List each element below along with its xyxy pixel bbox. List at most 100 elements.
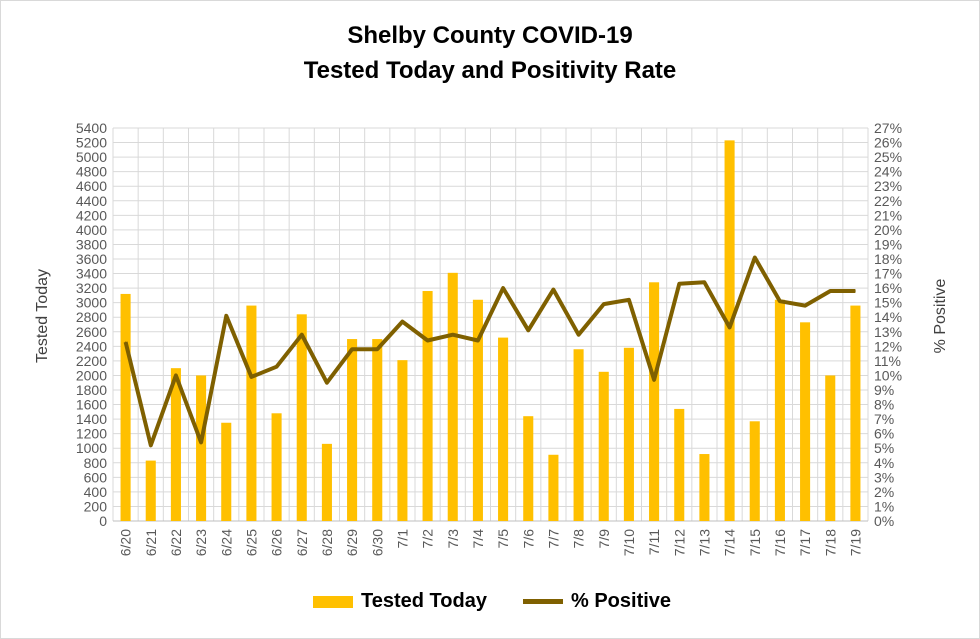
legend-label-tested: Tested Today bbox=[361, 590, 487, 612]
y2-tick-label: 16% bbox=[874, 280, 902, 296]
positivity-point-6/24 bbox=[225, 315, 227, 317]
x-tick-label: 7/16 bbox=[772, 529, 788, 556]
bar-7/15 bbox=[749, 421, 760, 521]
chart-subtitle: Tested Today and Positivity Rate bbox=[303, 57, 677, 84]
positivity-point-7/17 bbox=[804, 305, 806, 307]
y2-tick-label: 21% bbox=[874, 207, 902, 223]
x-tick-label: 7/9 bbox=[596, 529, 612, 549]
legend-swatch-line bbox=[523, 599, 563, 604]
y-tick-label: 1800 bbox=[76, 382, 107, 398]
positivity-point-7/12 bbox=[678, 283, 680, 285]
x-tick-label: 6/27 bbox=[294, 529, 310, 556]
x-tick-label: 7/1 bbox=[394, 529, 410, 549]
y2-tick-label: 22% bbox=[874, 193, 902, 209]
positivity-point-6/30 bbox=[376, 348, 378, 350]
bar-7/5 bbox=[498, 337, 509, 521]
legend: Tested Today % Positive bbox=[0, 590, 980, 620]
bar-7/9 bbox=[598, 371, 609, 521]
y-tick-label: 200 bbox=[84, 498, 108, 514]
y2-tick-label: 26% bbox=[874, 135, 902, 151]
bar-6/22 bbox=[170, 368, 181, 521]
x-tick-label: 6/28 bbox=[319, 529, 335, 556]
x-tick-label: 7/2 bbox=[420, 529, 436, 549]
y-tick-label: 400 bbox=[84, 484, 108, 500]
y2-tick-label: 20% bbox=[874, 222, 902, 238]
y2-tick-label: 1% bbox=[874, 498, 894, 514]
right-axis-title: % Positive bbox=[932, 279, 949, 354]
bar-6/24 bbox=[221, 422, 232, 521]
right-axis-ticks: 0%1%2%3%4%5%6%7%8%9%10%11%12%13%14%15%16… bbox=[874, 120, 902, 529]
y-tick-label: 2800 bbox=[76, 309, 107, 325]
left-axis-ticks: 0200400600800100012001400160018002000220… bbox=[76, 120, 107, 529]
positivity-point-6/20 bbox=[125, 341, 127, 343]
y-tick-label: 1200 bbox=[76, 426, 107, 442]
positivity-point-6/23 bbox=[200, 441, 202, 443]
bar-7/18 bbox=[825, 375, 836, 521]
legend-label-positive: % Positive bbox=[571, 590, 672, 612]
x-tick-label: 6/29 bbox=[344, 529, 360, 556]
y2-tick-label: 9% bbox=[874, 382, 894, 398]
positivity-line bbox=[123, 255, 856, 448]
bar-series bbox=[120, 140, 861, 521]
positivity-point-7/3 bbox=[452, 334, 454, 336]
x-tick-label: 7/17 bbox=[797, 529, 813, 556]
y-tick-label: 1000 bbox=[76, 440, 107, 456]
bar-7/2 bbox=[422, 291, 433, 521]
bar-7/10 bbox=[623, 347, 634, 521]
bar-6/29 bbox=[347, 339, 358, 521]
x-tick-label: 7/3 bbox=[445, 529, 461, 549]
y-tick-label: 2200 bbox=[76, 353, 107, 369]
x-tick-label: 6/22 bbox=[168, 529, 184, 556]
x-tick-label: 7/14 bbox=[722, 529, 738, 556]
y2-tick-label: 4% bbox=[874, 455, 894, 471]
positivity-point-7/7 bbox=[552, 289, 554, 291]
bar-7/14 bbox=[724, 140, 735, 521]
y-tick-label: 2400 bbox=[76, 338, 107, 354]
x-tick-label: 7/5 bbox=[495, 529, 511, 549]
bar-7/17 bbox=[800, 322, 811, 521]
positivity-point-7/2 bbox=[427, 340, 429, 342]
y-tick-label: 4800 bbox=[76, 164, 107, 180]
left-axis-title: Tested Today bbox=[34, 269, 51, 363]
y-tick-label: 4000 bbox=[76, 222, 107, 238]
bar-7/6 bbox=[523, 416, 534, 521]
y2-tick-label: 19% bbox=[874, 236, 902, 252]
positivity-point-7/11 bbox=[653, 379, 655, 381]
positivity-point-7/5 bbox=[502, 287, 504, 289]
y2-tick-label: 25% bbox=[874, 149, 902, 165]
bar-7/4 bbox=[472, 299, 483, 521]
y-tick-label: 4400 bbox=[76, 193, 107, 209]
y-tick-label: 1400 bbox=[76, 411, 107, 427]
bar-6/26 bbox=[271, 413, 282, 521]
bar-6/27 bbox=[296, 314, 307, 521]
y-tick-label: 4200 bbox=[76, 207, 107, 223]
bar-6/23 bbox=[196, 375, 207, 521]
y-tick-label: 800 bbox=[84, 455, 108, 471]
y-tick-label: 3000 bbox=[76, 295, 107, 311]
bar-7/7 bbox=[548, 454, 559, 521]
bar-7/12 bbox=[674, 408, 685, 521]
line-series bbox=[123, 255, 856, 448]
y2-tick-label: 5% bbox=[874, 440, 894, 456]
y-tick-label: 600 bbox=[84, 469, 108, 485]
x-tick-label: 7/4 bbox=[470, 529, 486, 549]
y2-tick-label: 13% bbox=[874, 324, 902, 340]
bar-7/8 bbox=[573, 349, 584, 521]
y2-tick-label: 3% bbox=[874, 469, 894, 485]
positivity-point-6/25 bbox=[250, 376, 252, 378]
positivity-point-7/16 bbox=[779, 300, 781, 302]
y2-tick-label: 7% bbox=[874, 411, 894, 427]
y-tick-label: 0 bbox=[99, 513, 107, 529]
x-tick-label: 6/24 bbox=[218, 529, 234, 556]
x-tick-label: 7/12 bbox=[671, 529, 687, 556]
positivity-point-7/18 bbox=[829, 290, 831, 292]
y-tick-label: 3800 bbox=[76, 236, 107, 252]
y-tick-label: 2600 bbox=[76, 324, 107, 340]
x-axis-ticks: 6/20 6/21 6/22 6/23 6/24 6/25 6/26 6/27 6/28 6/29… bbox=[118, 529, 864, 556]
bar-6/20 bbox=[120, 293, 131, 521]
bar-7/19 bbox=[850, 305, 861, 521]
bar-6/21 bbox=[145, 460, 156, 521]
x-tick-label: 6/20 bbox=[118, 529, 134, 556]
y-tick-label: 3200 bbox=[76, 280, 107, 296]
x-tick-label: 7/7 bbox=[545, 529, 561, 549]
